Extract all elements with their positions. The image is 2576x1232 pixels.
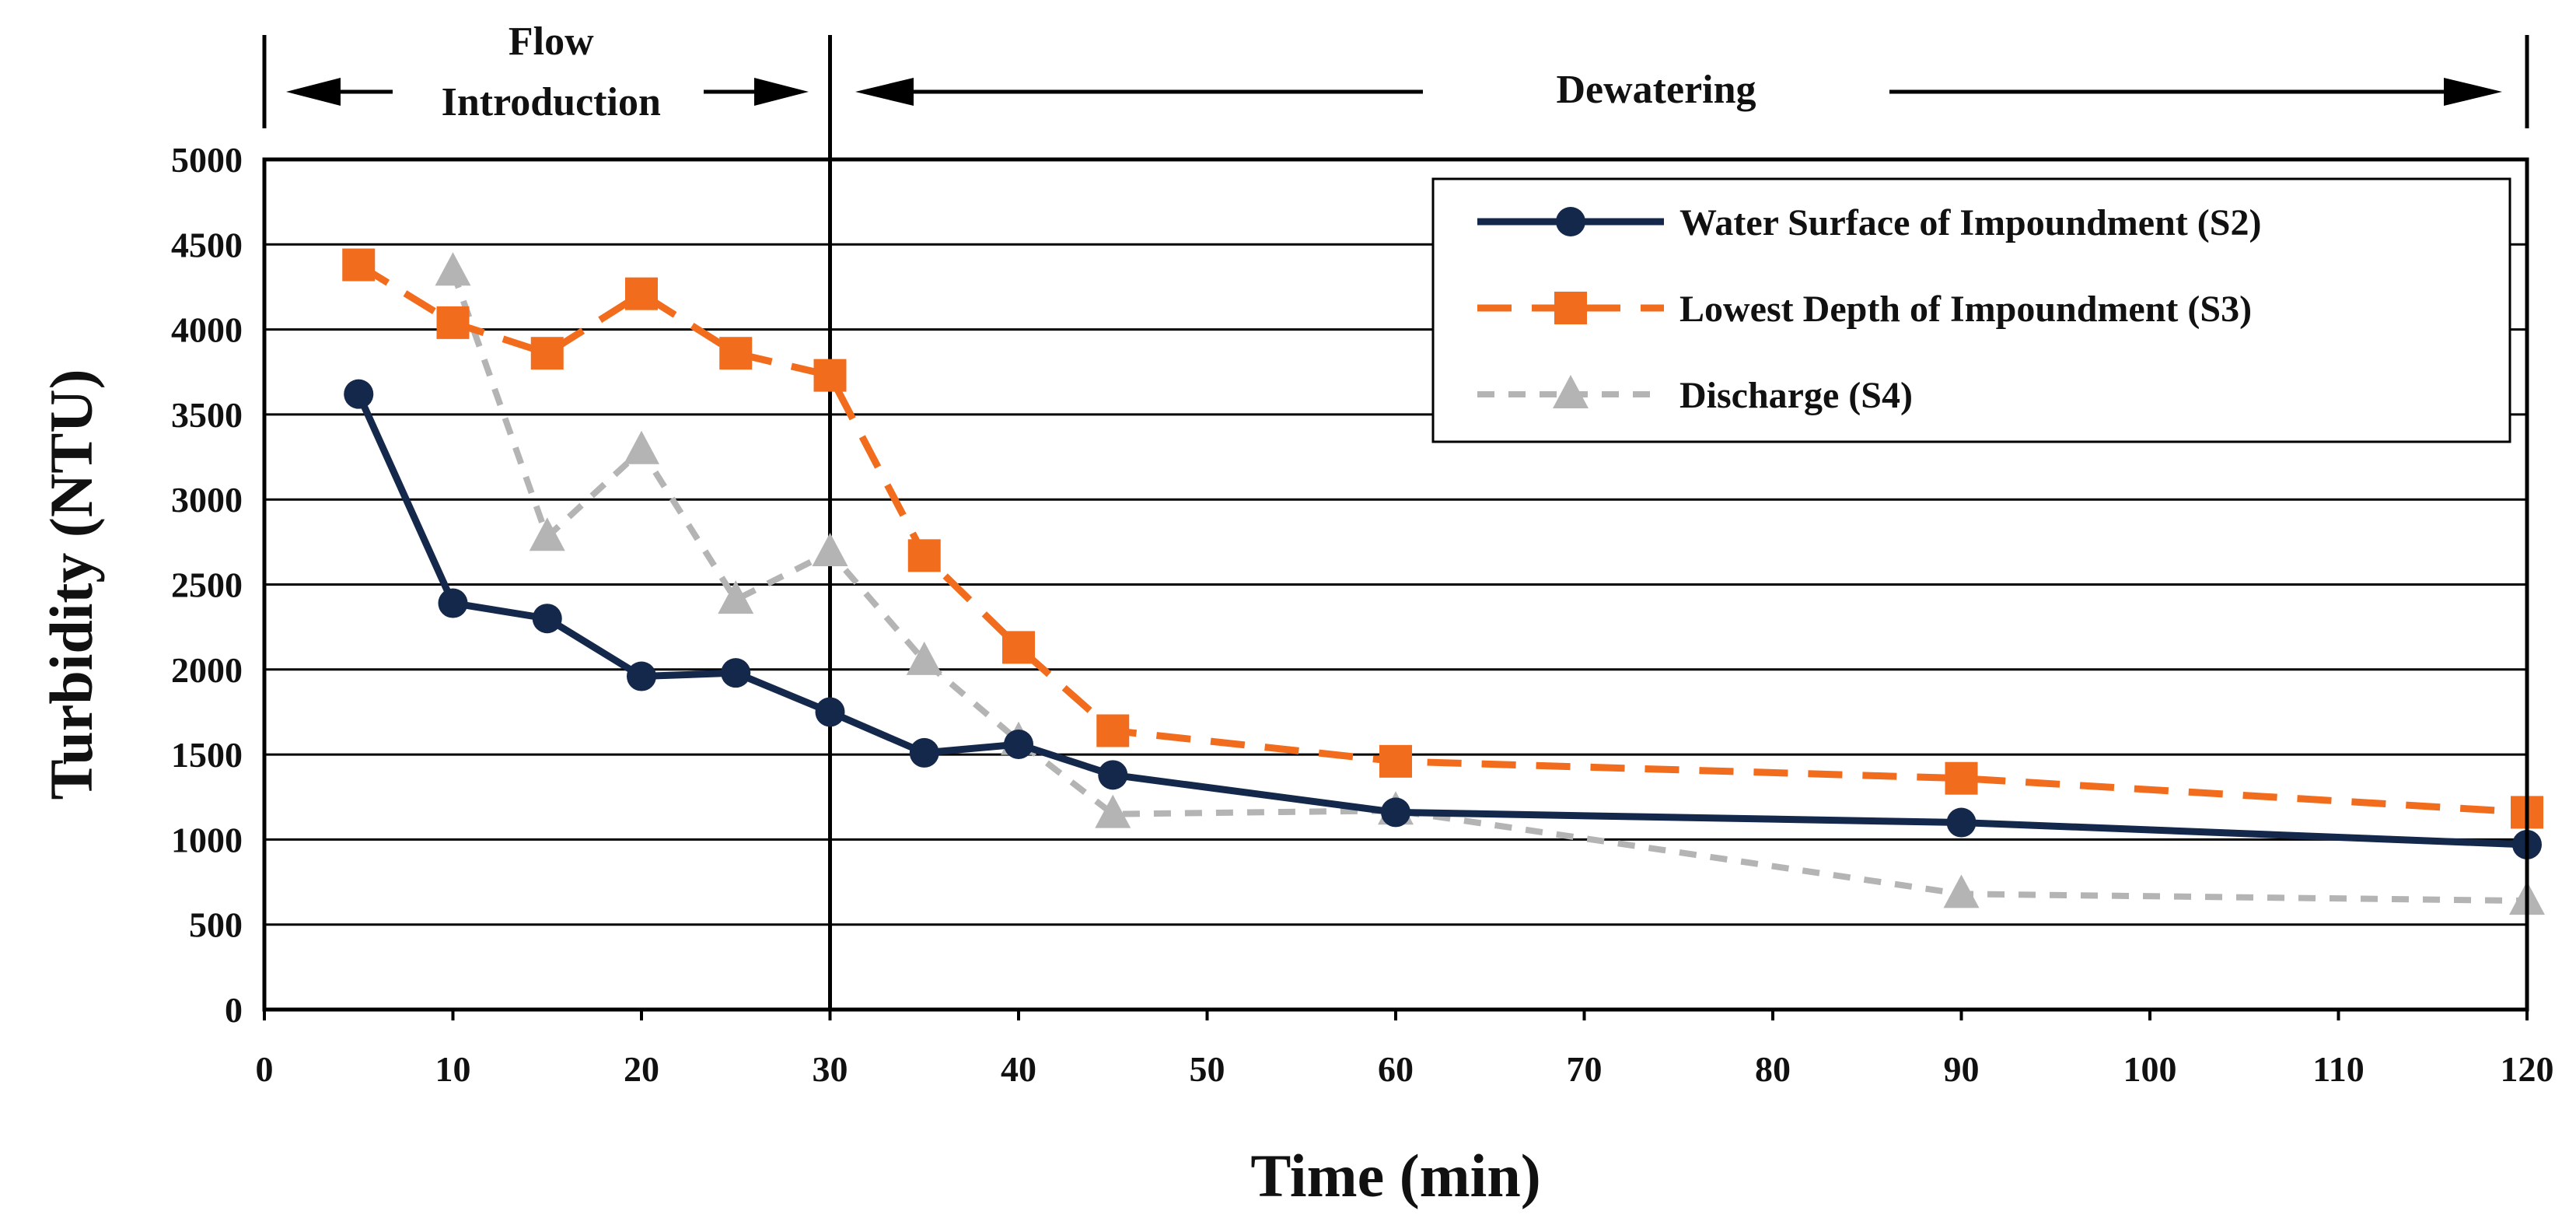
- data-point-triangle: [1943, 874, 1980, 908]
- x-tick-label: 120: [2501, 1049, 2554, 1089]
- data-point-square: [530, 337, 564, 370]
- legend-swatch-square: [1554, 292, 1587, 324]
- y-tick-label: 3000: [171, 480, 243, 520]
- phase-annotations: Flow Introduction Dewatering: [262, 19, 2529, 1010]
- y-tick-label: 1500: [171, 735, 243, 775]
- x-axis-title: Time (min): [1250, 1142, 1540, 1209]
- data-point-triangle: [906, 641, 942, 675]
- y-tick-label: 4000: [171, 310, 243, 350]
- x-tick-label: 90: [1944, 1049, 1980, 1089]
- data-point-square: [907, 539, 941, 572]
- data-point-triangle: [812, 532, 848, 566]
- dewatering-arrow-right-head: [2444, 78, 2502, 106]
- x-tick-label: 40: [1001, 1049, 1036, 1089]
- phase-label-flow-introduction: Flow: [509, 19, 594, 64]
- y-axis-title: Turbidity (NTU): [37, 369, 105, 800]
- flow-arrow-left-head: [286, 78, 341, 106]
- y-tick-label: 2000: [171, 650, 243, 690]
- data-point-triangle: [529, 517, 565, 551]
- data-point-square: [1379, 744, 1412, 778]
- x-tick-label: 0: [256, 1049, 274, 1089]
- data-point-square: [625, 277, 658, 310]
- series-line-circle: [355, 392, 2528, 849]
- series-group: [342, 248, 2545, 915]
- y-tick-label: 1000: [171, 820, 243, 859]
- data-point-circle: [815, 697, 845, 727]
- x-tick-label: 80: [1755, 1049, 1791, 1089]
- x-tick-label: 60: [1378, 1049, 1414, 1089]
- y-axis-ticks: 0 500 1000 1500 2000 2500 3000 3500 4000 4500 5000: [171, 140, 243, 1030]
- y-tick-label: 500: [189, 905, 243, 945]
- legend-swatch-triangle: [1553, 375, 1589, 408]
- data-point-circle: [1004, 729, 1033, 759]
- data-point-square: [719, 337, 753, 370]
- legend-label: Water Surface of Impoundment (S2): [1679, 202, 2261, 243]
- data-point-triangle: [718, 580, 754, 614]
- data-point-circle: [344, 379, 374, 409]
- series-1: [344, 379, 2542, 859]
- data-point-triangle: [435, 252, 471, 286]
- data-point-square: [1002, 631, 1035, 664]
- x-tick-label: 100: [2123, 1049, 2177, 1089]
- legend-label: Discharge (S4): [1679, 375, 1913, 416]
- data-point-circle: [909, 737, 939, 768]
- data-point-square: [436, 306, 470, 339]
- x-tick-label: 10: [435, 1049, 471, 1089]
- y-tick-label: 3500: [171, 395, 243, 435]
- data-point-square: [342, 248, 376, 282]
- data-point-triangle: [624, 430, 659, 464]
- data-point-circle: [721, 658, 751, 688]
- x-tick-label: 20: [624, 1049, 659, 1089]
- data-point-circle: [1098, 760, 1128, 790]
- data-point-triangle: [1095, 794, 1131, 828]
- legend: Water Surface of Impoundment (S2) Lowest …: [1431, 177, 2511, 443]
- x-tick-label: 70: [1567, 1049, 1603, 1089]
- data-point-circle: [1381, 797, 1410, 828]
- data-point-square: [1945, 761, 1978, 795]
- data-point-circle: [438, 588, 468, 618]
- data-point-circle: [532, 604, 562, 634]
- phase-label-dewatering: Dewatering: [1556, 68, 1756, 112]
- x-tick-label: 30: [813, 1049, 848, 1089]
- y-tick-label: 5000: [171, 140, 243, 180]
- x-tick-label: 50: [1190, 1049, 1225, 1089]
- flow-arrow-right-head: [754, 78, 809, 106]
- data-point-square: [813, 359, 847, 392]
- series-2: [342, 248, 2543, 829]
- data-point-circle: [627, 661, 656, 691]
- legend-label: Lowest Depth of Impoundment (S3): [1679, 289, 2252, 330]
- y-tick-label: 2500: [171, 565, 243, 605]
- phase-label-flow-introduction: Introduction: [442, 80, 661, 124]
- y-tick-label: 0: [225, 990, 243, 1030]
- x-axis-ticks: 0 10 20 30 40 50 60 70 80 90 100 110 120: [256, 1010, 2554, 1089]
- data-point-circle: [1946, 807, 1977, 838]
- x-tick-label: 110: [2312, 1049, 2364, 1089]
- legend-swatch-circle: [1556, 207, 1585, 236]
- data-point-square: [1096, 714, 1130, 747]
- dewatering-arrow-left-head: [855, 78, 914, 106]
- y-tick-label: 4500: [171, 225, 243, 264]
